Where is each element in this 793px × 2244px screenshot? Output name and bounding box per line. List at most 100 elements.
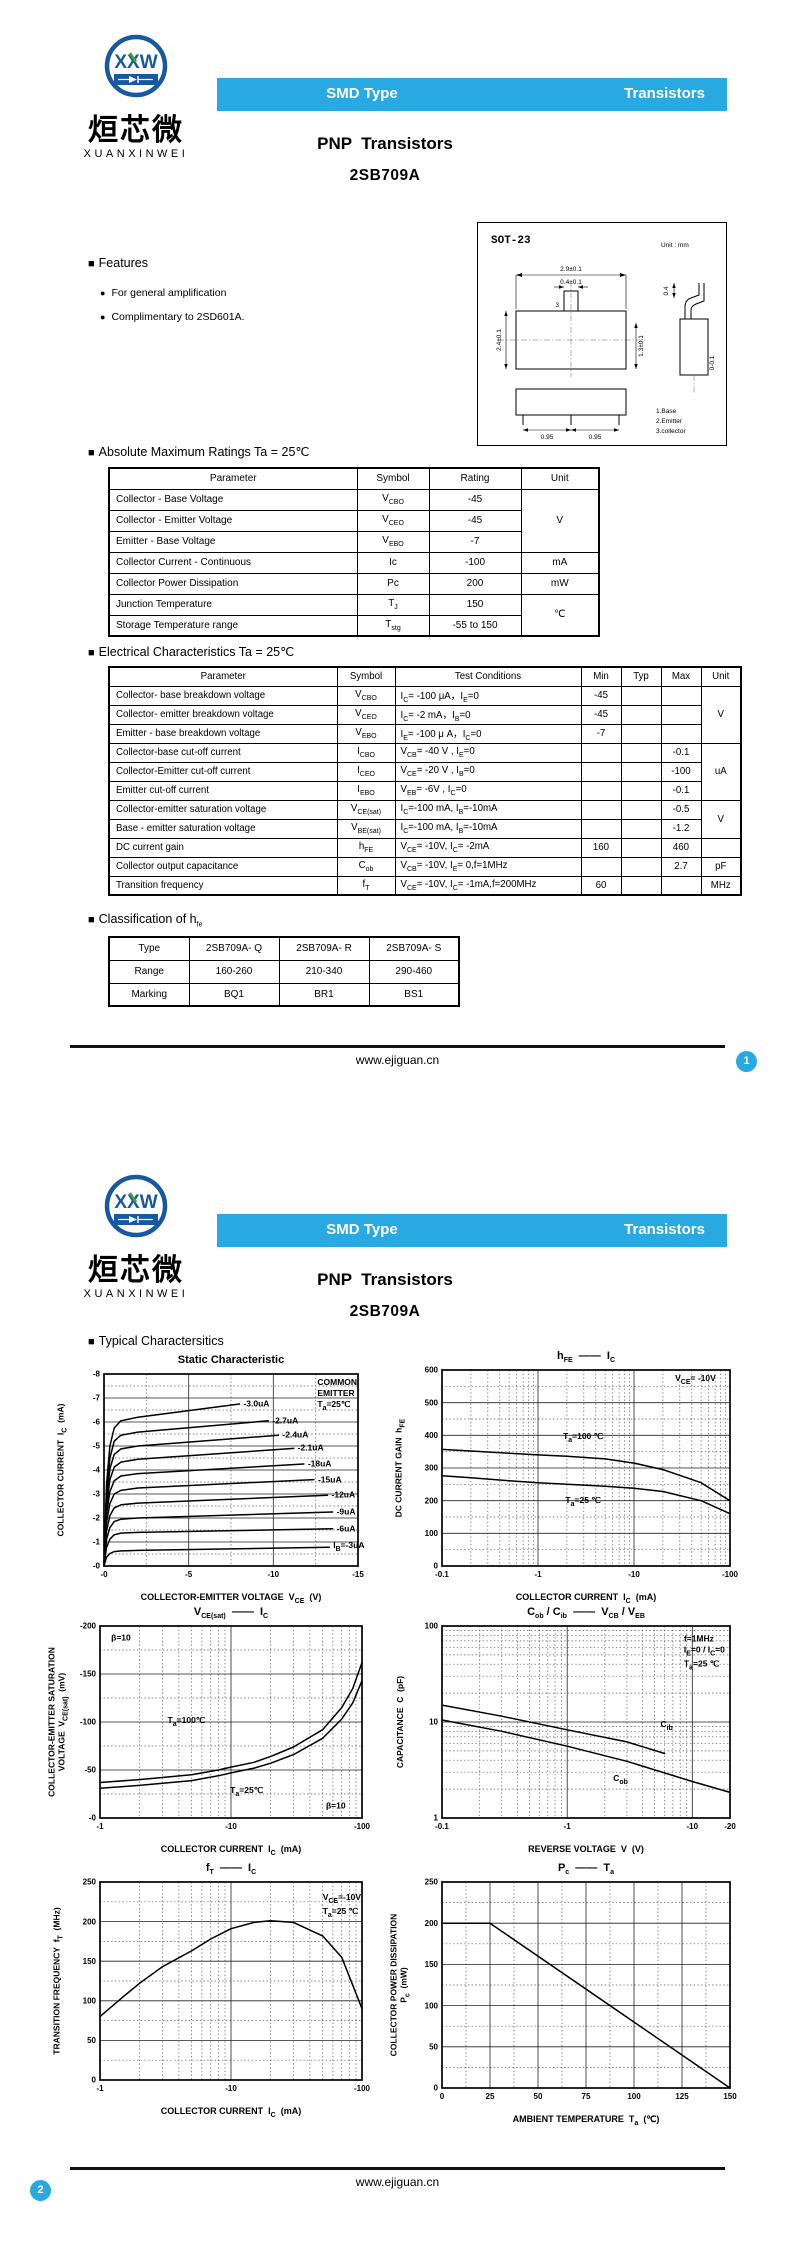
table-cell	[660, 875, 702, 896]
table-cell: 460	[660, 837, 702, 858]
square-bullet-icon: ■	[88, 258, 95, 270]
chart-y-axis-label: CAPACITANCE C (pF)	[395, 1675, 405, 1769]
svg-text:-100: -100	[80, 1718, 97, 1727]
table-row: Transition frequency fT VCE= -10V, IC= -1m…	[108, 875, 742, 896]
table-cell: ICBO	[336, 742, 396, 763]
table-cell: mW	[520, 572, 600, 595]
svg-text:-50: -50	[84, 1766, 96, 1775]
svg-text:100: 100	[627, 2092, 641, 2101]
table-cell: Storage Temperature range	[108, 614, 358, 637]
chart-series-label: -12uA	[331, 1489, 356, 1500]
table-cell: VCBO	[356, 488, 430, 511]
table-row: Collector-Emitter cut-off current ICEO VCE…	[108, 761, 741, 782]
svg-text:100: 100	[425, 2001, 439, 2010]
table-row: Emitter cut-off current IEBO VEB= -6V , IC…	[108, 780, 741, 801]
table-cell: Transition frequency	[108, 875, 338, 896]
column-header: Parameter	[108, 467, 358, 490]
chart-series-label: -2.4uA	[282, 1429, 309, 1440]
table-row: DC current gain hFE VCE= -10V, IC= -2mA 160…	[108, 837, 742, 858]
svg-text:-100: -100	[354, 2084, 371, 2093]
svg-text:50: 50	[429, 2043, 438, 2052]
svg-text:200: 200	[83, 1917, 97, 1926]
table-cell: Collector-base cut-off current	[108, 742, 338, 763]
table-cell: mA	[520, 551, 600, 574]
column-header: Symbol	[356, 467, 430, 490]
table-cell: Collector Power Dissipation	[108, 572, 358, 595]
table-cell: Tstg	[356, 614, 430, 637]
header-bar: SMD Type Transistors	[217, 1214, 727, 1247]
chart-y-axis-label: TRANSITION FREQUENCY fT (MHz)	[51, 1907, 65, 2055]
svg-text:50: 50	[87, 2036, 96, 2045]
table-cell: -100	[428, 551, 522, 574]
table-cell: -45	[428, 488, 522, 511]
svg-text:75: 75	[582, 2092, 591, 2101]
table-cell: 210-340	[278, 959, 370, 984]
chart-capacitance-vs-voltage: -0.1 -1 -10 -20 1 10 100 Cob / Cib —— VCB / VEB…	[390, 1606, 746, 1858]
table-cell: Collector Current - Continuous	[108, 551, 358, 574]
table-row: Storage Temperature range Tstg -55 to 150	[108, 614, 599, 637]
chart-annotation: Ta=100 ℃	[563, 1430, 604, 1444]
brand-logo: XXW 烜芯微 XUANXINWEI	[56, 26, 216, 162]
brand-logo-icon: XXW	[104, 34, 168, 98]
table-cell: IC= -100 μA，IE=0	[394, 685, 582, 706]
table-cell: 290-460	[368, 959, 460, 984]
footer-url: www.ejiguan.cn	[355, 2175, 440, 2189]
logo-latin-text: XUANXINWEI	[83, 1288, 189, 1300]
chart-canvas: -1 -10 -100 0 50 100 150 200 250	[83, 1878, 371, 2093]
hfe-classification-table: Type 2SB709A- Q 2SB709A- R 2SB709A- S Range 1…	[108, 936, 460, 1007]
table-cell	[620, 761, 662, 782]
pad-3-label: 3	[555, 302, 559, 309]
square-bullet-icon: ■	[88, 447, 95, 459]
page-title: PNP Transistors	[317, 134, 453, 153]
table-cell: MHz	[700, 875, 742, 896]
logo-letters: XXW	[114, 52, 157, 73]
feature-item: ● Complimentary to 2SD601A.	[100, 311, 245, 323]
pin-legend-collector: 3.collector	[656, 428, 686, 435]
table-cell	[700, 837, 742, 858]
table-row: Collector- base breakdown voltage VCBO IC=…	[108, 685, 742, 744]
table-row: Range 160-260 210-340 290-460	[108, 959, 460, 984]
chart-annotation: Ta=100℃	[167, 1715, 206, 1728]
table-cell: Pc	[356, 572, 430, 595]
svg-text:125: 125	[675, 2092, 689, 2101]
table-cell: -0.5	[660, 799, 702, 820]
svg-text:50: 50	[534, 2092, 543, 2101]
section-heading-features: ■ Features	[88, 256, 148, 270]
logo-letters: XXW	[114, 1192, 157, 1213]
table-cell: BR1	[278, 982, 370, 1007]
chart-title: VCE(sat) —— IC	[193, 1606, 269, 1621]
section-heading-electrical: ■ Electrical Characteristics Ta = 25℃	[88, 645, 295, 659]
table-row: Collector - Base Voltage VCBO -45 V	[108, 488, 600, 553]
column-header: Min	[580, 666, 622, 687]
svg-text:-3: -3	[93, 1490, 101, 1499]
svg-text:25: 25	[486, 2092, 495, 2101]
table-cell: IC= -2 mA，IB=0	[394, 704, 582, 725]
brand-logo-icon: XXW	[104, 1174, 168, 1238]
table-cell: VCB= -10V, IE= 0,f=1MHz	[394, 856, 582, 877]
chart-x-axis-label: COLLECTOR CURRENT IC (mA)	[160, 1844, 302, 1857]
svg-text:100: 100	[83, 1997, 97, 2006]
chart-x-axis-label: REVERSE VOLTAGE V (V)	[528, 1844, 644, 1854]
svg-text:500: 500	[425, 1398, 439, 1407]
table-row: Collector-base cut-off current ICBO VCB= -…	[108, 742, 742, 801]
table-cell	[620, 875, 662, 896]
logo-chinese-text: 烜芯微	[88, 1254, 184, 1287]
table-cell: IEBO	[336, 780, 396, 801]
column-header: Parameter	[108, 666, 338, 687]
svg-text:300: 300	[425, 1464, 439, 1473]
chart-y-axis-label: COLLECTOR CURRENT IC (mA)	[55, 1403, 69, 1537]
table-row: Base - emitter saturation voltage VBE(sat…	[108, 818, 741, 839]
logo-latin-text: XUANXINWEI	[83, 148, 189, 160]
footer-rule	[70, 1045, 725, 1048]
table-cell: VCE= -10V, IC= -1mA,f=200MHz	[394, 875, 582, 896]
table-row: Junction Temperature TJ 150 ℃	[108, 593, 600, 637]
table-cell: uA	[700, 742, 742, 801]
svg-text:-8: -8	[93, 1370, 101, 1379]
table-cell: Collector- emitter breakdown voltage	[108, 704, 338, 725]
table-cell: Ic	[356, 551, 430, 574]
table-cell: -100	[660, 761, 702, 782]
table-cell: -55 to 150	[428, 614, 522, 637]
header-bar-left-label: SMD Type	[326, 85, 398, 102]
chart-title: Cob / Cib —— VCB / VEB	[527, 1606, 645, 1621]
table-cell: -45	[428, 509, 522, 532]
